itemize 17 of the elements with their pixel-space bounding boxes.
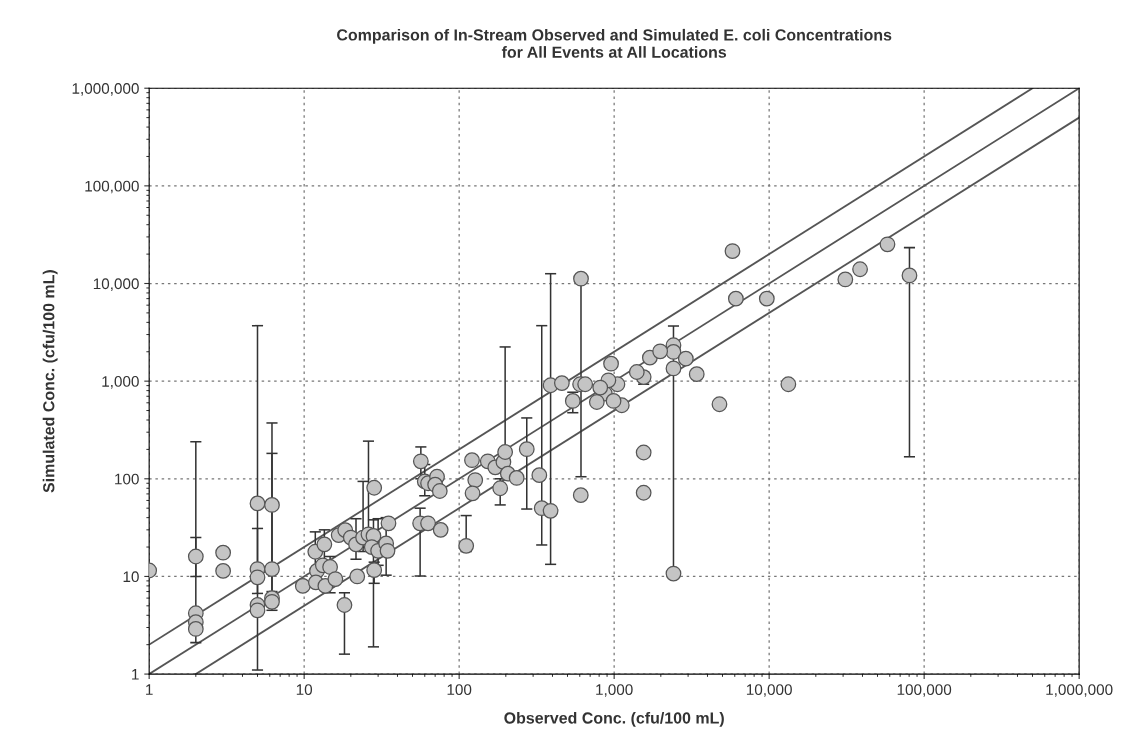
x-tick-label: 100,000 bbox=[897, 684, 952, 697]
x-tick-label: 10 bbox=[296, 684, 313, 696]
x-tick-label: 100 bbox=[447, 684, 472, 696]
x-tick-label: 1,000,000 bbox=[1046, 684, 1113, 697]
x-tick-label: 10,000 bbox=[746, 684, 792, 697]
y-tick-label: 10,000 bbox=[93, 278, 139, 291]
x-axis-title: Observed Conc. (cfu/100 mL) bbox=[504, 711, 724, 727]
y-tick-label: 10 bbox=[123, 571, 139, 583]
y-tick-label: 100 bbox=[115, 473, 139, 485]
x-tick-label: 1 bbox=[146, 684, 153, 695]
y-tick-label: 1,000 bbox=[102, 376, 139, 389]
y-tick-label: 1,000,000 bbox=[72, 83, 139, 96]
y-tick-label: 100,000 bbox=[85, 180, 139, 194]
chart-title: Comparison of In-Stream Observed and Simulated E. coli Concentrations for All Events at All Locations bbox=[337, 28, 892, 58]
y-axis-title: Simulated Conc. (cfu/100 mL) bbox=[42, 270, 58, 493]
y-tick-label: 1 bbox=[132, 669, 139, 680]
x-tick-label: 1,000 bbox=[596, 684, 633, 697]
